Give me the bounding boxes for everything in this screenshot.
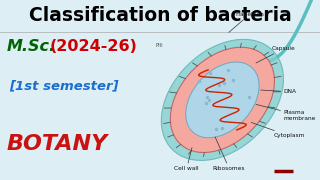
- Text: (2024-26): (2024-26): [50, 39, 138, 54]
- Text: BOTANY: BOTANY: [6, 134, 108, 154]
- Ellipse shape: [161, 39, 284, 160]
- Text: Cell wall: Cell wall: [174, 148, 199, 171]
- Text: Classification of bacteria: Classification of bacteria: [28, 6, 292, 25]
- Text: Plasma
membrane: Plasma membrane: [256, 104, 316, 121]
- Text: DNA: DNA: [261, 89, 296, 94]
- Text: Flagellum: Flagellum: [229, 12, 264, 32]
- Text: Pili: Pili: [155, 43, 163, 48]
- Ellipse shape: [186, 62, 259, 138]
- Text: Ribosomes: Ribosomes: [213, 137, 245, 171]
- Text: [1st semester]: [1st semester]: [10, 80, 119, 93]
- Text: Cytoplasm: Cytoplasm: [251, 122, 305, 138]
- Text: Capsule: Capsule: [256, 46, 296, 63]
- Ellipse shape: [170, 47, 275, 152]
- Text: M.Sc.: M.Sc.: [6, 39, 56, 54]
